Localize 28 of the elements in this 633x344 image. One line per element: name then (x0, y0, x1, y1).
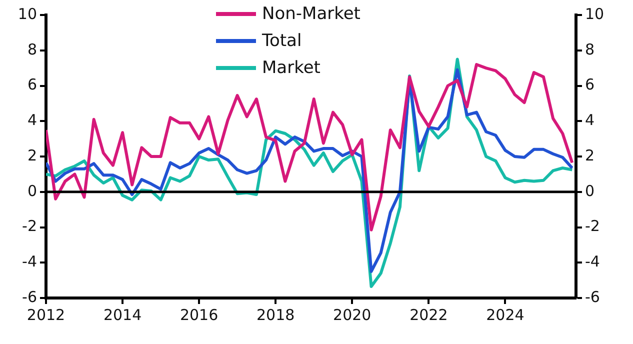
x-tick-label: 2012 (26, 306, 66, 324)
y-tick-label: -4 (22, 252, 37, 271)
x-tick-label: 2020 (333, 306, 372, 324)
y2-tick-label: 10 (585, 4, 604, 23)
y2-tick-label: -6 (585, 288, 600, 306)
y-tick-label: 0 (27, 182, 37, 200)
y-tick-label: 4 (27, 111, 37, 130)
y2-tick-label: 4 (585, 111, 595, 130)
y2-tick-label: 6 (585, 76, 595, 94)
y2-tick-label: 2 (585, 146, 595, 164)
y-tick-label: -6 (22, 288, 37, 306)
x-tick-label: 2016 (180, 306, 218, 324)
legend-label: Total (262, 30, 302, 50)
x-tick-label: 2022 (410, 306, 448, 324)
x-tick-label: 2024 (486, 306, 524, 324)
y2-tick-label: 8 (585, 40, 595, 58)
y2-tick-label: 0 (585, 182, 595, 200)
y-tick-label: 2 (27, 146, 37, 164)
legend-label: Market (262, 58, 320, 78)
y2-tick-label: -2 (585, 217, 600, 236)
y-tick-label: 8 (27, 40, 37, 58)
y-tick-label: 10 (18, 4, 37, 23)
x-tick-label: 2018 (256, 306, 295, 324)
x-tick-label: 2014 (103, 306, 142, 324)
y-tick-label: 6 (27, 76, 37, 94)
y2-tick-label: -4 (585, 252, 600, 271)
legend-label: Non-Market (262, 4, 360, 24)
y-tick-label: -2 (22, 217, 37, 236)
